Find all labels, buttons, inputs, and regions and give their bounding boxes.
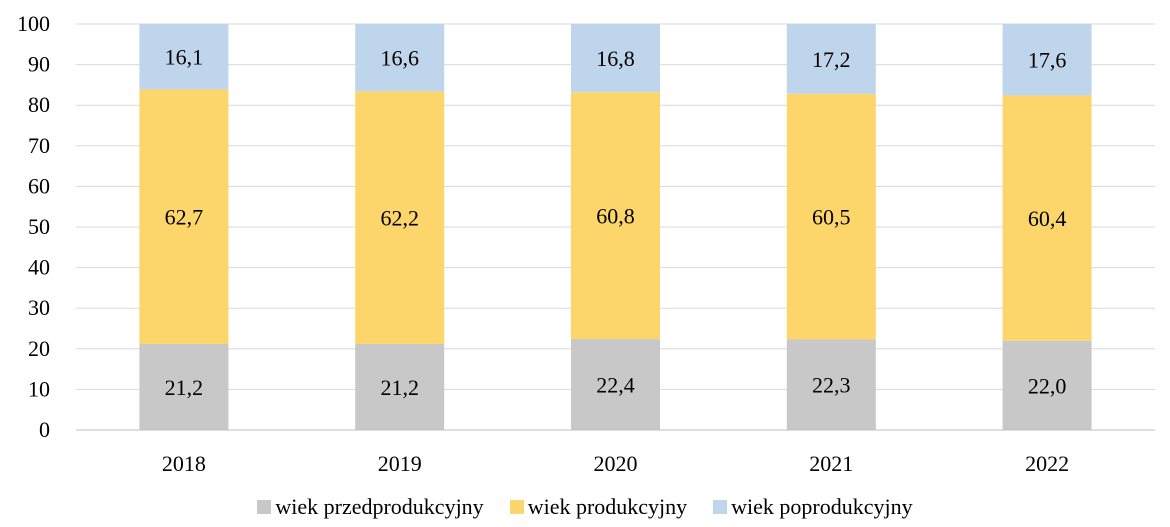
y-tick-label: 40 <box>28 255 50 280</box>
data-label: 22,0 <box>1028 373 1067 398</box>
y-tick-label: 90 <box>28 52 50 77</box>
data-label: 17,2 <box>812 47 851 72</box>
data-label: 21,2 <box>165 375 204 400</box>
bar-segment <box>571 92 660 340</box>
bar-segment <box>571 24 660 93</box>
bar-segment <box>1002 340 1092 430</box>
y-tick-label: 100 <box>17 11 50 36</box>
x-tick-label: 2019 <box>378 451 422 476</box>
data-label: 16,8 <box>596 46 635 71</box>
data-label: 17,6 <box>1028 48 1067 73</box>
legend-item: wiek przedprodukcyjny <box>257 494 484 520</box>
data-label: 60,5 <box>812 205 851 230</box>
bar-segment <box>1002 24 1092 96</box>
bar-segment <box>355 91 445 344</box>
data-label: 16,6 <box>380 46 419 71</box>
x-tick-label: 2018 <box>162 451 206 476</box>
bar-segment <box>786 339 876 430</box>
bar-segment <box>139 24 229 90</box>
data-label: 22,3 <box>812 373 851 398</box>
bar-segment <box>355 343 445 430</box>
legend-label: wiek poprodukcyjny <box>731 494 913 519</box>
x-tick-label: 2020 <box>594 451 638 476</box>
data-label: 60,8 <box>596 204 635 229</box>
data-label: 62,2 <box>380 206 419 231</box>
x-tick-label: 2021 <box>809 451 853 476</box>
y-tick-label: 10 <box>28 376 50 401</box>
data-label: 21,2 <box>380 375 419 400</box>
y-tick-label: 0 <box>39 417 50 442</box>
legend-swatch <box>509 500 524 514</box>
bar-segment <box>355 24 445 92</box>
data-label: 60,4 <box>1028 206 1067 231</box>
bar-segment <box>139 343 229 430</box>
legend-label: wiek produkcyjny <box>527 494 688 519</box>
y-tick-label: 50 <box>28 214 50 239</box>
y-tick-label: 30 <box>28 295 50 320</box>
legend-item: wiek poprodukcyjny <box>713 494 913 520</box>
bar-segment <box>571 339 660 430</box>
chart-plot-area: 0 10 20 30 40 50 60 70 80 90 100 21,2 62,7 16,1 2018 21… <box>17 11 1155 476</box>
chart-legend: wiek przedprodukcyjny wiek produkcyjny wie… <box>0 494 1170 520</box>
y-tick-label: 20 <box>28 336 50 361</box>
legend-swatch <box>257 500 272 514</box>
bar-segment <box>786 93 876 340</box>
data-label: 62,7 <box>165 205 204 230</box>
x-tick-label: 2022 <box>1025 451 1069 476</box>
legend-label: wiek przedprodukcyjny <box>275 494 484 519</box>
y-tick-label: 80 <box>28 92 50 117</box>
data-label: 16,1 <box>165 45 204 70</box>
data-label: 22,4 <box>596 373 635 398</box>
legend-swatch <box>713 500 728 514</box>
legend-item: wiek produkcyjny <box>509 494 688 520</box>
bar-segment <box>139 89 229 344</box>
bar-segment <box>1002 95 1092 341</box>
y-tick-label: 60 <box>28 173 50 198</box>
y-tick-label: 70 <box>28 133 50 158</box>
bar-segment <box>786 24 876 94</box>
